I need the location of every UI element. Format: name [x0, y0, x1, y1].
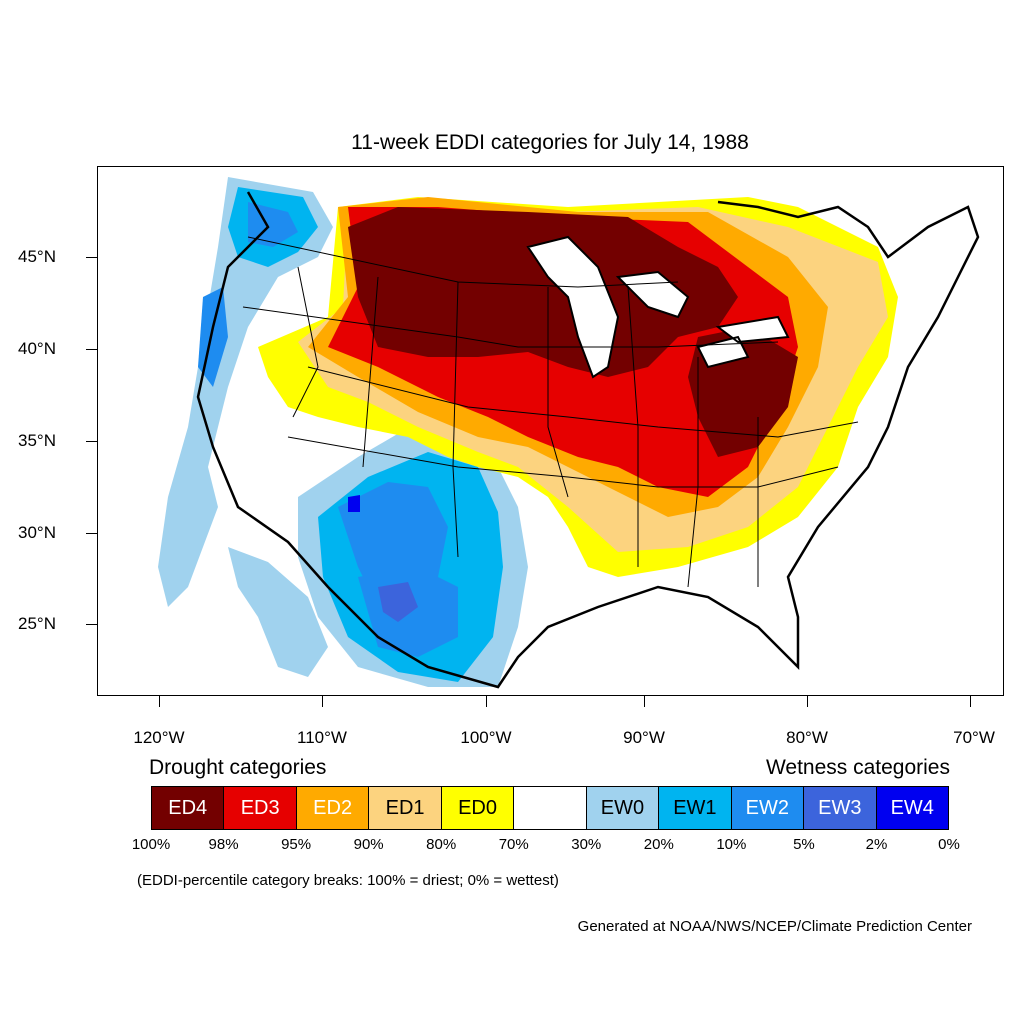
lon-label-70: 70°W — [953, 728, 995, 747]
legend-box-ew4: EW4 — [876, 787, 948, 829]
region-ed4-north — [348, 207, 738, 377]
region-ew3-texas — [378, 582, 418, 622]
percent-break-label: 100% — [131, 836, 171, 853]
percent-break-label: 10% — [716, 836, 747, 853]
percent-break-label: 70% — [498, 836, 529, 853]
region-ew4-nm — [348, 495, 360, 512]
lon-label-100: 100°W — [460, 728, 512, 747]
legend-box-neutral — [514, 787, 587, 829]
percent-break-label: 20% — [643, 836, 674, 853]
lon-tick-110 — [322, 696, 323, 707]
lat-label-45: 45°N — [18, 247, 56, 266]
legend-box-ed3: ED3 — [224, 787, 297, 829]
lat-tick-40 — [86, 349, 97, 350]
percent-break-label: 2% — [865, 836, 888, 853]
legend-box-ew1: EW1 — [659, 787, 732, 829]
lon-tick-100 — [486, 696, 487, 707]
lon-tick-80 — [807, 696, 808, 707]
lon-tick-120 — [159, 696, 160, 707]
lat-label-30: 30°N — [18, 523, 56, 542]
lat-label-35: 35°N — [18, 431, 56, 450]
lat-label-25: 25°N — [18, 614, 56, 633]
drought-categories-heading: Drought categories — [149, 756, 327, 779]
legend-box-ed0: ED0 — [441, 787, 515, 829]
lon-label-90: 90°W — [623, 728, 665, 747]
percent-break-label: 0% — [938, 836, 960, 853]
region-ew0-south-coast — [228, 547, 328, 677]
eddi-map — [97, 166, 1004, 696]
lat-tick-25 — [86, 624, 97, 625]
percent-break-label: 98% — [208, 836, 239, 853]
lat-label-40: 40°N — [18, 339, 56, 358]
percent-break-label: 90% — [353, 836, 384, 853]
credit-text: Generated at NOAA/NWS/NCEP/Climate Predi… — [577, 918, 972, 935]
region-ew0-northwest — [158, 177, 333, 607]
percent-break-label: 30% — [571, 836, 602, 853]
legend-box-ew0: EW0 — [586, 787, 660, 829]
state-boundaries — [242, 236, 859, 588]
legend-box-ed4: ED4 — [152, 787, 225, 829]
legend-box-ed2: ED2 — [296, 787, 370, 829]
category-breaks-note: (EDDI-percentile category breaks: 100% =… — [137, 872, 559, 889]
lat-tick-45 — [86, 257, 97, 258]
lon-label-80: 80°W — [786, 728, 828, 747]
percent-break-label: 5% — [793, 836, 815, 853]
percent-break-label: 95% — [281, 836, 312, 853]
great-lakes — [526, 235, 790, 379]
lat-tick-35 — [86, 441, 97, 442]
lon-tick-90 — [644, 696, 645, 707]
wetness-categories-heading: Wetness categories — [765, 756, 950, 779]
us-outline — [196, 191, 980, 689]
lon-label-110: 110°W — [297, 728, 347, 747]
category-legend: ED4 ED3 ED2 ED1 ED0 EW0 EW1 EW2 EW3 EW4 — [151, 786, 949, 830]
eddi-map-canvas — [158, 177, 980, 689]
lon-label-120: 120°W — [133, 728, 185, 747]
map-title: 11-week EDDI categories for July 14, 198… — [351, 131, 749, 154]
legend-box-ed1: ED1 — [369, 787, 442, 829]
lat-tick-30 — [86, 533, 97, 534]
legend-box-ew3: EW3 — [804, 787, 877, 829]
percent-break-label: 80% — [426, 836, 457, 853]
lon-tick-70 — [970, 696, 971, 707]
legend-box-ew2: EW2 — [731, 787, 805, 829]
